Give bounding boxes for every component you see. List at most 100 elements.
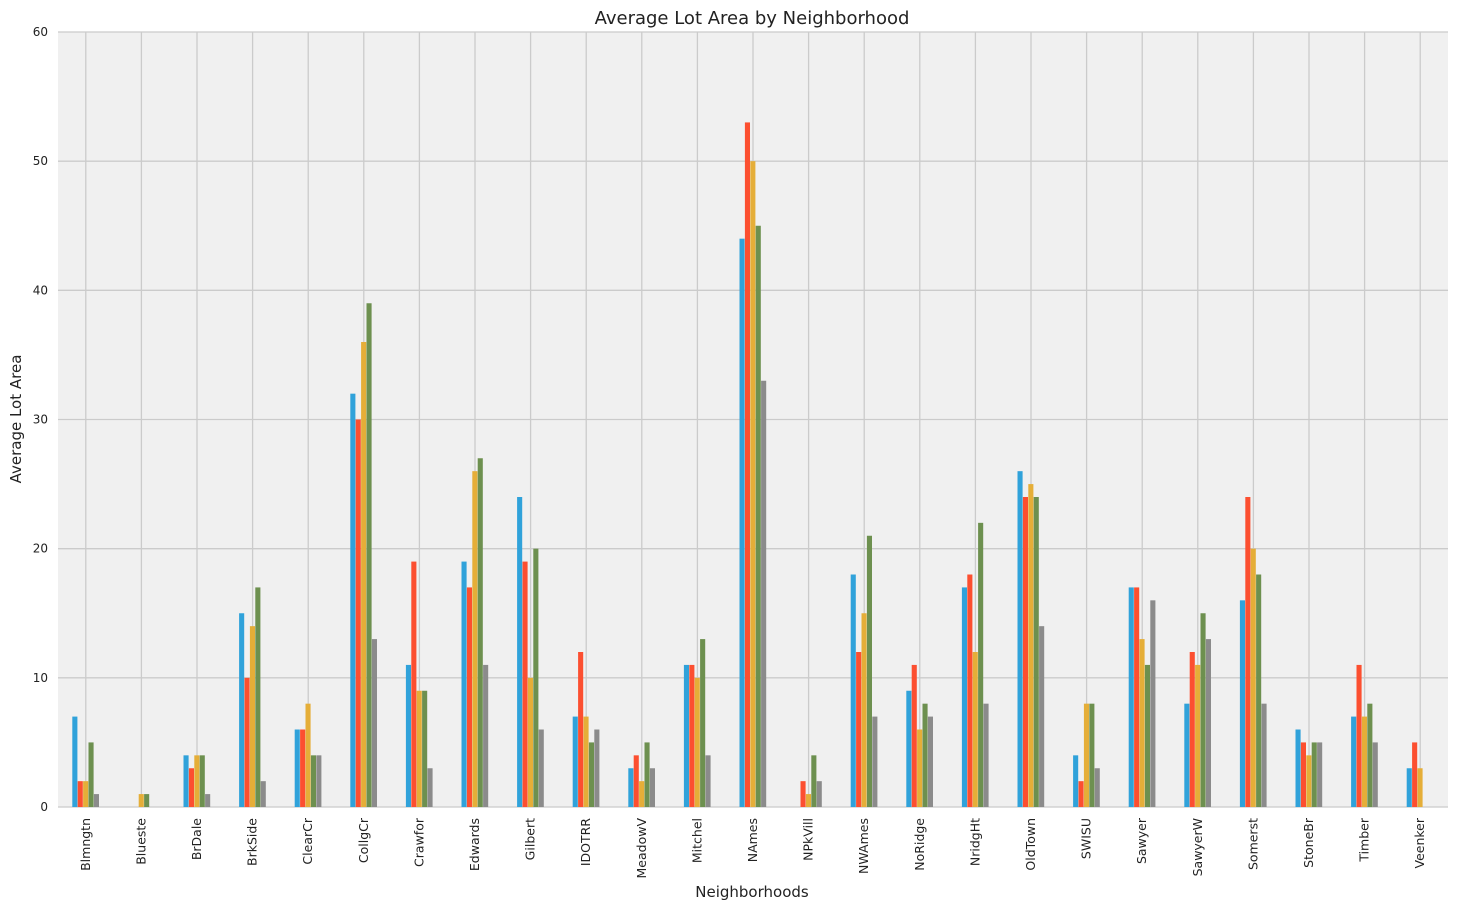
bar xyxy=(1311,742,1317,807)
bar xyxy=(1150,600,1156,807)
bar xyxy=(1017,471,1023,807)
bar xyxy=(811,755,817,807)
bar xyxy=(755,225,761,807)
x-tick-label: OldTown xyxy=(1023,818,1038,871)
bar xyxy=(1356,664,1362,807)
bar xyxy=(249,626,255,807)
x-axis-label: Neighborhoods xyxy=(695,883,809,901)
bar xyxy=(416,690,422,807)
x-tick-label: Timber xyxy=(1357,817,1372,863)
bar xyxy=(861,613,867,807)
bar xyxy=(461,561,467,807)
bar xyxy=(477,458,483,807)
x-tick-label: SWISU xyxy=(1079,818,1094,859)
bar xyxy=(694,677,700,807)
bar xyxy=(805,794,811,807)
chart-title: Average Lot Area by Neighborhood xyxy=(595,8,910,29)
bar xyxy=(1256,574,1262,807)
bar xyxy=(967,574,973,807)
bar xyxy=(649,768,655,807)
bar xyxy=(472,471,478,807)
bar xyxy=(866,535,872,807)
bar xyxy=(628,768,634,807)
bar xyxy=(83,781,89,807)
x-tick-label: Veenker xyxy=(1412,817,1427,868)
bar xyxy=(1128,587,1134,807)
y-axis-label: Average Lot Area xyxy=(7,355,25,484)
bar xyxy=(911,664,917,807)
bar xyxy=(1184,703,1190,807)
bar xyxy=(1134,587,1140,807)
bar xyxy=(683,664,689,807)
y-tick-label: 20 xyxy=(33,542,48,556)
x-axis-ticks: Blmngtn Blueste BrDale BrkSide ClearCr CollgC… xyxy=(78,817,1427,878)
bar xyxy=(1189,652,1195,807)
bar xyxy=(1239,600,1245,807)
x-tick-label: BrDale xyxy=(189,818,204,860)
bar xyxy=(856,652,862,807)
bar xyxy=(538,729,544,807)
bar xyxy=(594,729,600,807)
bar xyxy=(572,716,578,807)
bar xyxy=(1306,755,1312,807)
bar xyxy=(1412,742,1418,807)
bar xyxy=(1083,703,1089,807)
bar xyxy=(294,729,300,807)
bar xyxy=(700,639,706,807)
bar xyxy=(1372,742,1378,807)
bar xyxy=(244,677,250,807)
bar xyxy=(750,161,756,807)
bar xyxy=(1094,768,1100,807)
x-tick-label: Gilbert xyxy=(523,818,538,860)
bar xyxy=(260,781,266,807)
bar xyxy=(138,794,144,807)
bar xyxy=(1367,703,1373,807)
bar xyxy=(199,755,205,807)
y-axis-ticks: 0 10 20 30 40 50 60 xyxy=(33,25,48,814)
bar xyxy=(644,742,650,807)
bar xyxy=(850,574,856,807)
x-tick-label: NridgHt xyxy=(967,818,982,866)
bar xyxy=(350,393,356,807)
bar xyxy=(1205,639,1211,807)
bar xyxy=(1245,497,1251,807)
bar xyxy=(917,729,923,807)
bar xyxy=(188,768,194,807)
bar xyxy=(93,794,99,807)
bar xyxy=(1195,664,1201,807)
bar xyxy=(583,716,589,807)
bar xyxy=(316,755,322,807)
bar xyxy=(1200,613,1206,807)
bar xyxy=(872,716,878,807)
bar xyxy=(183,755,189,807)
bar xyxy=(310,755,316,807)
bar xyxy=(466,587,472,807)
bar xyxy=(1028,484,1034,807)
bar xyxy=(533,548,539,807)
x-tick-label: Edwards xyxy=(467,818,482,871)
bar xyxy=(527,677,533,807)
bar xyxy=(972,652,978,807)
bar xyxy=(300,729,306,807)
bar xyxy=(1406,768,1412,807)
x-tick-label: MeadowV xyxy=(634,818,649,879)
x-tick-label: NAmes xyxy=(745,818,760,862)
bar xyxy=(366,303,372,807)
bar xyxy=(355,419,361,807)
bar xyxy=(1089,703,1095,807)
bar xyxy=(1300,742,1306,807)
bar xyxy=(77,781,83,807)
bar xyxy=(983,703,989,807)
bar xyxy=(1022,497,1028,807)
bar xyxy=(239,613,245,807)
bar xyxy=(1073,755,1079,807)
bar xyxy=(1317,742,1323,807)
x-tick-label: Sawyer xyxy=(1134,817,1149,864)
bar xyxy=(371,639,377,807)
x-tick-label: StoneBr xyxy=(1301,817,1316,868)
bar xyxy=(961,587,967,807)
x-tick-label: SawyerW xyxy=(1190,818,1205,876)
bar xyxy=(255,587,261,807)
x-tick-label: ClearCr xyxy=(300,817,315,864)
